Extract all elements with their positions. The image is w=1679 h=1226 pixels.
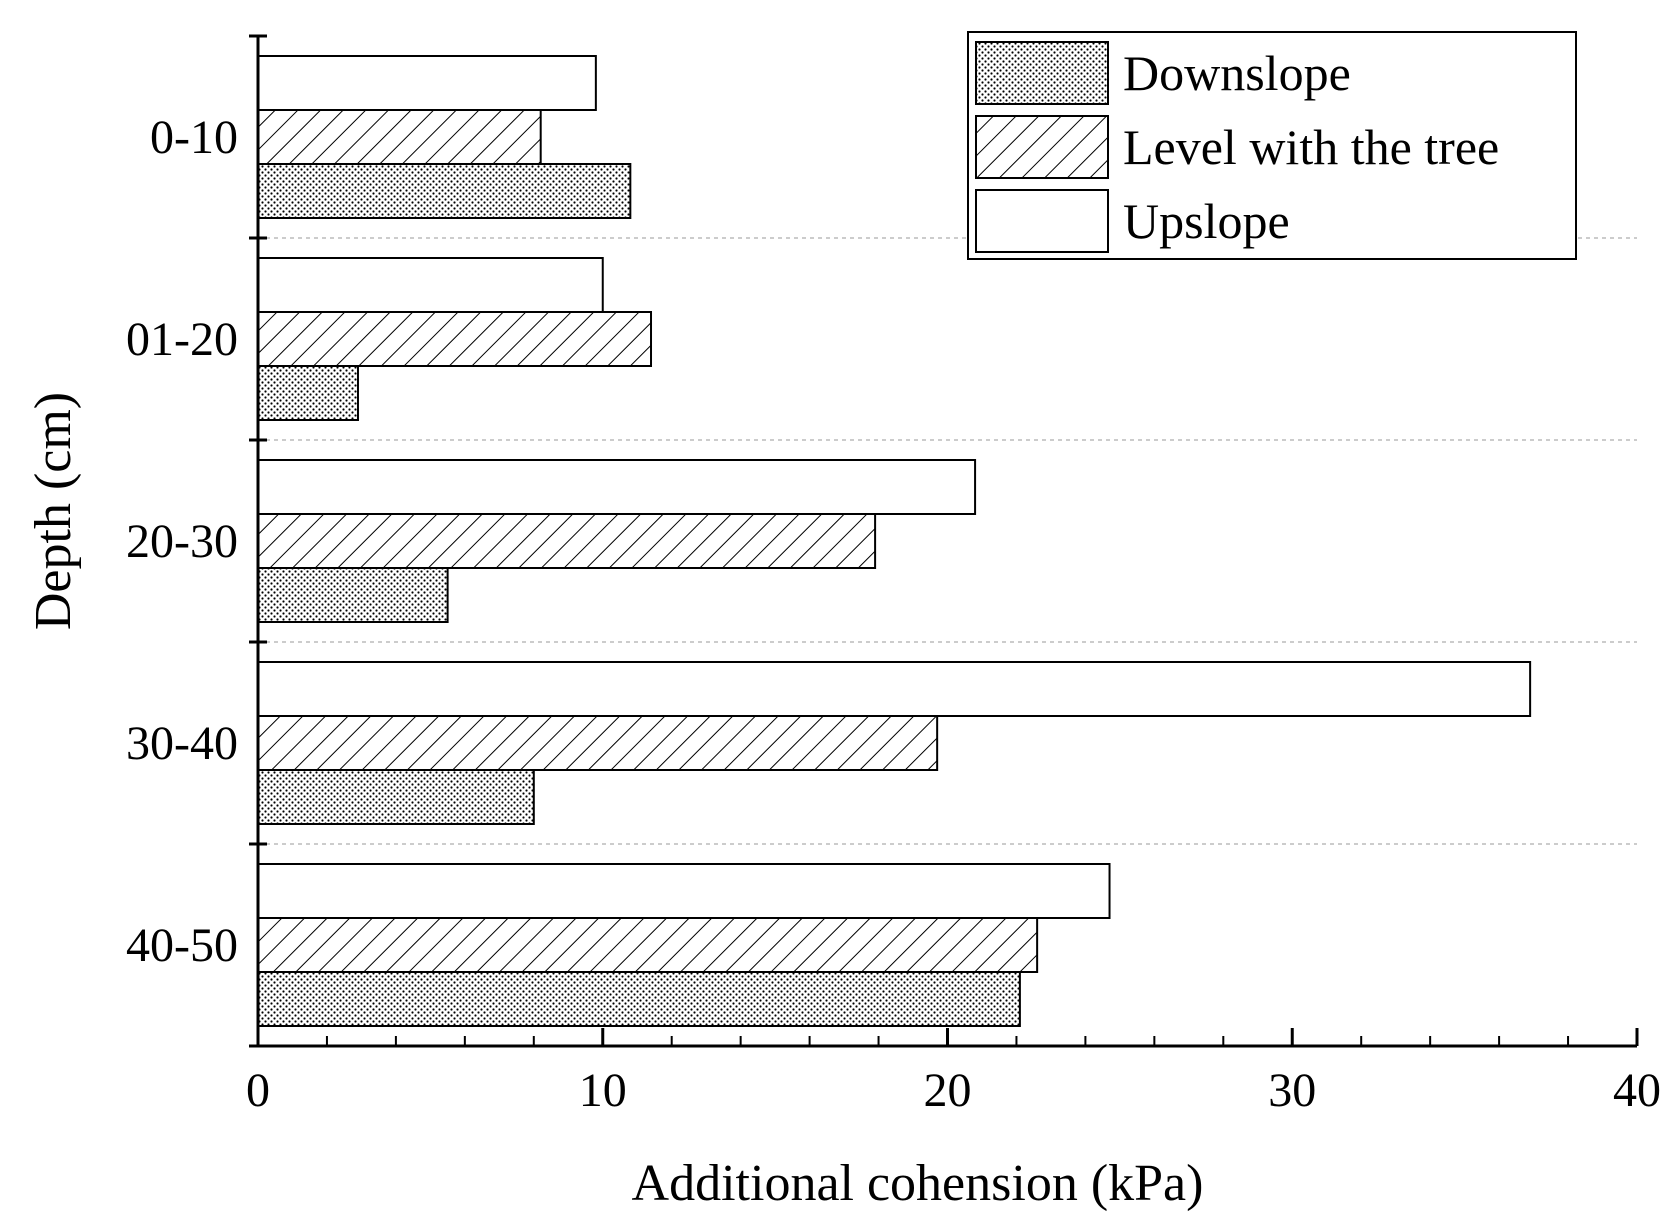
x-tick-label-30: 30 [1268, 1064, 1316, 1117]
bar-upslope-0-10 [257, 55, 597, 111]
bar-level-with-the-tree-0-10 [257, 109, 542, 165]
y-tick-label-20-30: 20-30 [126, 515, 238, 568]
axes: 0 10 20 30 40 0-10 01-20 20-30 30-40 40-50 Additio… [25, 34, 1661, 1212]
bar-level-with-the-tree-40-50 [257, 917, 1039, 973]
bar-downslope-20-30 [257, 567, 449, 623]
bar-downslope-01-20 [257, 365, 359, 421]
bar-level-with-the-tree-20-30 [257, 513, 877, 569]
legend-label-upslope: Upslope [1123, 193, 1290, 249]
legend-swatch-level-with-the-tree [975, 115, 1109, 179]
bars [257, 55, 1532, 1027]
bar-upslope-30-40 [257, 661, 1532, 717]
legend-swatch-downslope [975, 41, 1109, 105]
y-tick-label-40-50: 40-50 [126, 919, 238, 972]
x-tick-label-10: 10 [579, 1064, 627, 1117]
x-tick-label-40: 40 [1613, 1064, 1661, 1117]
bar-level-with-the-tree-01-20 [257, 311, 653, 367]
bar-downslope-0-10 [257, 163, 632, 219]
bar-level-with-the-tree-30-40 [257, 715, 939, 771]
bar-upslope-40-50 [257, 863, 1111, 919]
bar-downslope-40-50 [257, 971, 1021, 1027]
x-tick-label-0: 0 [246, 1064, 270, 1117]
legend-label-level-with-the-tree: Level with the tree [1123, 119, 1499, 175]
y-axis-title: Depth (cm) [25, 392, 82, 630]
y-tick-label-0-10: 0-10 [150, 111, 238, 164]
legend-swatch-upslope [975, 189, 1109, 253]
y-tick-label-30-40: 30-40 [126, 717, 238, 770]
legend: Downslope Level with the tree Upslope [967, 31, 1577, 260]
grid-lines [258, 237, 1637, 845]
y-tick-label-01-20: 01-20 [126, 313, 238, 366]
x-axis-title: Additional cohension (kPa) [632, 1155, 1204, 1212]
bar-downslope-30-40 [257, 769, 535, 825]
bar-upslope-20-30 [257, 459, 977, 515]
x-tick-label-20: 20 [924, 1064, 972, 1117]
bar-upslope-01-20 [257, 257, 604, 313]
legend-label-downslope: Downslope [1123, 45, 1351, 101]
